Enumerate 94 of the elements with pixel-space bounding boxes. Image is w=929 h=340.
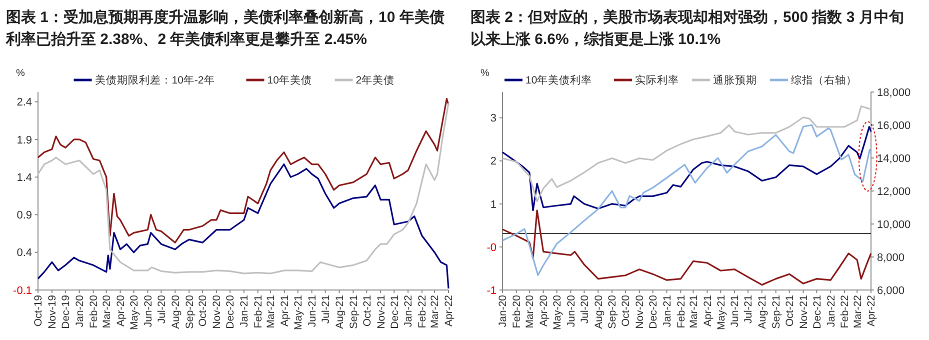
y-tick-label: -0.1	[13, 284, 32, 297]
x-tick-label: Apr-22	[866, 294, 878, 327]
y-tick-label: 1.9	[16, 134, 32, 146]
line-series	[37, 98, 450, 244]
x-tick-label: Sep-20	[184, 294, 196, 329]
x-tick-label: Mar-21	[688, 294, 700, 328]
x-tick-label: Nov-21	[798, 294, 810, 329]
legend-label: 实际利率	[635, 74, 679, 87]
x-tick-label: Apr-22	[443, 294, 456, 327]
x-tick-label: Jul-21	[742, 294, 755, 324]
x-tick-label: Feb-20	[88, 294, 100, 328]
x-tick-label: Mar-21	[265, 294, 278, 328]
y-tick-label: 2.4	[16, 96, 32, 109]
legend-label: 2年美债	[356, 74, 395, 87]
x-tick-label: Aug-20	[592, 294, 605, 329]
line-series	[502, 124, 872, 276]
y2-tick-label: 8,000	[877, 252, 905, 264]
x-tick-label: May-20	[551, 294, 564, 330]
line-series	[502, 105, 872, 202]
x-tick-label: Mar-22	[852, 294, 864, 328]
x-tick-label: Jun-21	[729, 294, 742, 328]
x-tick-label: Jan-22	[825, 294, 838, 328]
x-tick-label: Aug-20	[170, 294, 182, 329]
x-tick-label: Nov-19	[46, 294, 59, 329]
x-tick-label: Nov-20	[211, 294, 224, 329]
x-tick-label: Apr-21	[279, 294, 292, 327]
y2-tick-label: 18,000	[877, 86, 911, 99]
x-tick-label: Dec-21	[388, 294, 401, 329]
x-tick-label: Jul-21	[320, 294, 332, 324]
x-tick-label: Feb-21	[675, 294, 688, 328]
legend-label: 10年美债利率	[526, 74, 592, 87]
x-tick-label: Oct-20	[197, 294, 210, 327]
x-tick-label: Sep-20	[606, 294, 619, 329]
y2-tick-label: 14,000	[877, 152, 911, 165]
y-tick-label: 1.4	[16, 172, 32, 184]
y2-tick-label: 16,000	[877, 120, 911, 132]
x-tick-label: Sep-21	[348, 294, 360, 329]
x-tick-label: Oct-21	[361, 294, 374, 327]
y-tick-label: -0	[486, 242, 496, 254]
x-tick-label: Jun-20	[142, 294, 154, 328]
x-tick-label: Mar-20	[101, 294, 114, 328]
x-tick-label: Dec-19	[60, 294, 72, 329]
x-tick-label: Feb-21	[252, 294, 265, 328]
y-tick-label: 3	[490, 112, 496, 125]
x-tick-label: Apr-20	[114, 294, 127, 327]
line-series	[502, 126, 872, 212]
y2-tick-label: 12,000	[877, 186, 911, 198]
line-series	[502, 210, 872, 286]
legend-label: 综指（右轴）	[791, 74, 857, 87]
x-tick-label: Jan-20	[497, 294, 510, 328]
x-tick-label: Jan-21	[661, 294, 674, 328]
x-tick-label: Oct-21	[784, 294, 796, 327]
legend-label: 10年美债	[267, 74, 312, 87]
x-tick-label: Dec-20	[648, 294, 660, 329]
x-tick-label: May-20	[128, 294, 140, 330]
x-tick-label: Mar-22	[429, 294, 442, 328]
x-tick-label: Jan-22	[402, 294, 415, 328]
y2-tick-label: 10,000	[877, 218, 911, 231]
x-tick-label: Mar-20	[524, 294, 536, 328]
x-tick-label: Oct-20	[620, 294, 632, 327]
chart-title: 图表 1：受加息预期再度升温影响，美债利率叠创新高，10 年美债利率已抬升至 2.38%、2 年美债利率更是攀升至 2.45%	[5, 8, 444, 48]
legend-label: 通胀预期	[713, 74, 757, 87]
x-tick-label: Jun-20	[565, 294, 578, 328]
y-axis-title: %	[16, 68, 25, 79]
chart-title: 图表 2：但对应的，美股市场表现却相对强劲，500 指数 3 月中旬以来上涨 6.6%，综指更是上涨 10.1%	[470, 8, 904, 48]
y-tick-label: 2	[490, 156, 496, 168]
x-tick-label: Jul-20	[156, 294, 168, 324]
x-tick-label: Apr-21	[702, 294, 714, 327]
x-tick-label: Nov-20	[634, 294, 646, 329]
x-tick-label: Dec-21	[811, 294, 824, 329]
x-tick-label: Feb-22	[416, 294, 429, 328]
x-tick-label: Jul-20	[578, 294, 591, 324]
x-tick-label: Sep-21	[770, 294, 783, 329]
x-tick-label: Aug-21	[334, 294, 346, 329]
x-tick-label: Nov-21	[375, 294, 388, 329]
y-tick-label: 0.9	[16, 210, 32, 222]
x-tick-label: Jan-20	[74, 294, 86, 328]
x-tick-label: Aug-21	[756, 294, 769, 329]
x-tick-label: Apr-20	[538, 294, 550, 327]
y-tick-label: 1	[490, 198, 496, 211]
x-tick-label: Oct-19	[32, 294, 45, 327]
y-axis-title: %	[480, 68, 490, 79]
x-tick-label: Jan-21	[238, 294, 251, 328]
x-tick-label: Jun-21	[306, 294, 318, 328]
y-tick-label: 0.4	[16, 247, 32, 260]
x-tick-label: Feb-22	[839, 294, 852, 328]
x-tick-label: Dec-20	[224, 294, 237, 329]
x-tick-label: May-21	[715, 294, 728, 330]
line-series	[37, 102, 450, 274]
x-tick-label: Feb-20	[511, 294, 524, 328]
x-tick-label: May-21	[292, 294, 305, 330]
legend-label: 美债期限利差：10年-2年	[94, 74, 215, 87]
y2-tick-label: 6,000	[877, 284, 905, 297]
y-tick-label: -1	[486, 284, 496, 297]
